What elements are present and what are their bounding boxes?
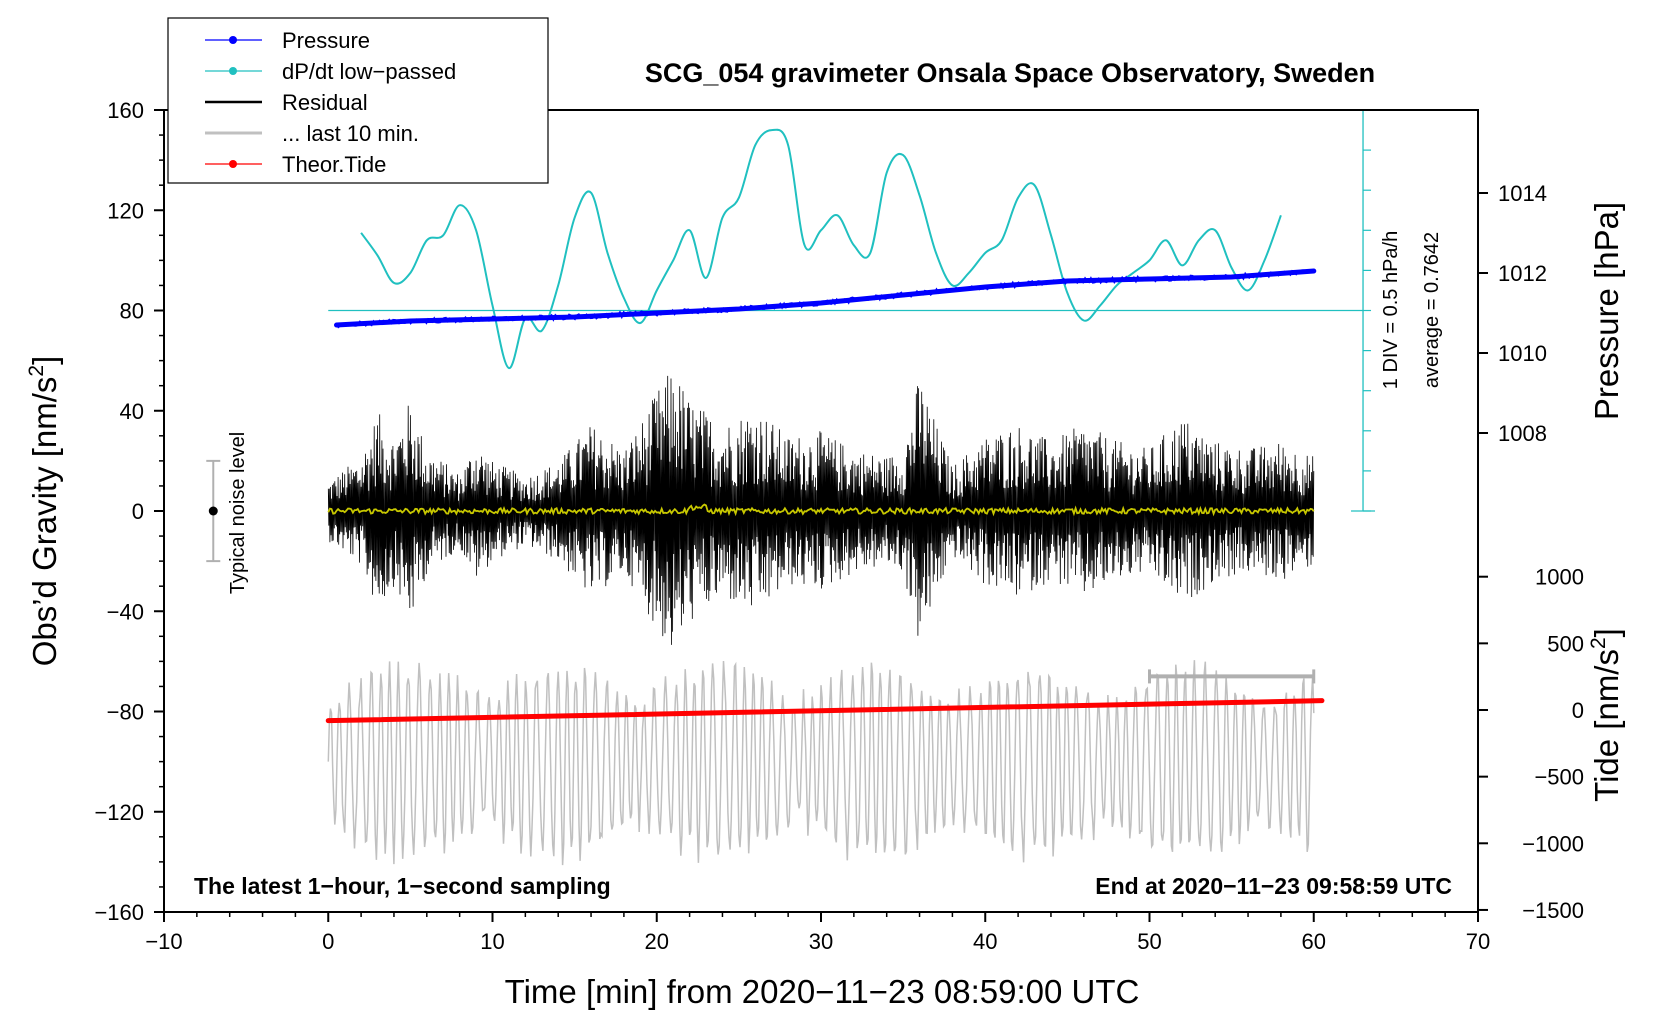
tide-tick-label: −1500 [1522,898,1584,923]
legend-tide-marker [229,160,237,168]
x-tick-label: 10 [480,929,504,954]
x-tick-label: 70 [1466,929,1490,954]
tide-tick-label: 0 [1572,698,1584,723]
residual-series-group [327,375,1315,645]
x-tick-label: 40 [973,929,997,954]
legend-tide-label: Theor.Tide [282,152,386,177]
legend-pressure-marker [229,36,237,44]
legend-item-pressure: Pressure [205,28,370,53]
y-axis-label-tide-end: ] [1588,628,1625,637]
y-axis-label-left-end: ] [26,356,63,365]
y-axis-label-tide-sup: 2 [1587,637,1610,649]
tide-tick-label: −1000 [1522,831,1584,856]
annotation-marks-group [206,459,1316,684]
annotation-right: End at 2020−11−23 09:58:59 UTC [1095,873,1452,899]
y-tick-label: 40 [120,399,144,424]
legend-pressure-label: Pressure [282,28,370,53]
x-tick-label: 20 [645,929,669,954]
y-tick-label: 0 [132,499,144,524]
y-tick-label: 120 [107,198,144,223]
x-axis-label: Time [min] from 2020−11−23 08:59:00 UTC [505,973,1140,1010]
y-tick-label: −120 [94,800,144,825]
noise-level-dot [208,506,218,516]
pressure-tick-label: 1014 [1498,181,1547,206]
x-tick-label: −10 [145,929,182,954]
y-tick-label: 80 [120,299,144,324]
tide-tick-label: 1000 [1535,565,1584,590]
legend-residual-label: Residual [282,90,368,115]
y-axis-label-left: Obs’d Gravity [nm/s2] [25,356,63,667]
residual-line [327,375,1315,645]
tide-line [325,698,1325,724]
tide-tick-label: −500 [1534,765,1584,790]
dpdt-scale-label: 1 DIV = 0.5 hPa/h [1380,231,1402,389]
pressure-tick-label: 1008 [1498,421,1547,446]
legend-last10-label: ... last 10 min. [282,121,419,146]
pressure-series-group [334,268,1317,329]
x-tick-label: 50 [1137,929,1161,954]
y-axis-label-left-main: Obs’d Gravity [nm/s [26,377,63,667]
legend: Pressure dP/dt low−passed Residual ... l… [167,17,549,184]
dpdt-average-label: average = 0.7642 [1421,232,1443,388]
chart-title: SCG_054 gravimeter Onsala Space Observat… [645,58,1375,88]
legend-item-residual: Residual [205,90,368,115]
legend-item-last10: ... last 10 min. [205,121,419,146]
x-tick-label: 60 [1302,929,1326,954]
tide-series-group [325,698,1325,724]
residual-smoothed-line [327,503,1315,517]
x-tick-label: 0 [322,929,334,954]
y-axis-label-tide: Tide [nm/s2] [1587,628,1625,802]
axes-group: −10 0 10 20 30 40 50 60 70 160 120 80 40 0 −40 −80 −120 −… [94,98,1584,954]
tide-tick-label: 500 [1547,631,1584,656]
legend-dpdt-label: dP/dt low−passed [282,59,456,84]
legend-box [167,17,549,184]
annotation-left: The latest 1−hour, 1−second sampling [194,873,611,899]
x-tick-label: 30 [809,929,833,954]
y-axis-label-tide-main: Tide [nm/s [1588,649,1625,802]
last10-line [327,660,1315,866]
legend-item-tide: Theor.Tide [205,152,386,177]
y-tick-label: −40 [107,599,144,624]
legend-item-dpdt: dP/dt low−passed [205,59,456,84]
legend-dpdt-marker [229,67,237,75]
pressure-tick-label: 1012 [1498,261,1547,286]
pressure-noise-line [335,269,1315,329]
pressure-tick-label: 1010 [1498,341,1547,366]
y-tick-label: −80 [107,700,144,725]
y-axis-label-left-sup: 2 [25,365,48,377]
y-axis-label-pressure: Pressure [hPa] [1588,202,1625,420]
noise-level-label: Typical noise level [227,432,249,594]
pressure-line [334,268,1317,328]
y-tick-label: −160 [94,900,144,925]
last10-series-group [327,660,1315,866]
y-tick-label: 160 [107,98,144,123]
